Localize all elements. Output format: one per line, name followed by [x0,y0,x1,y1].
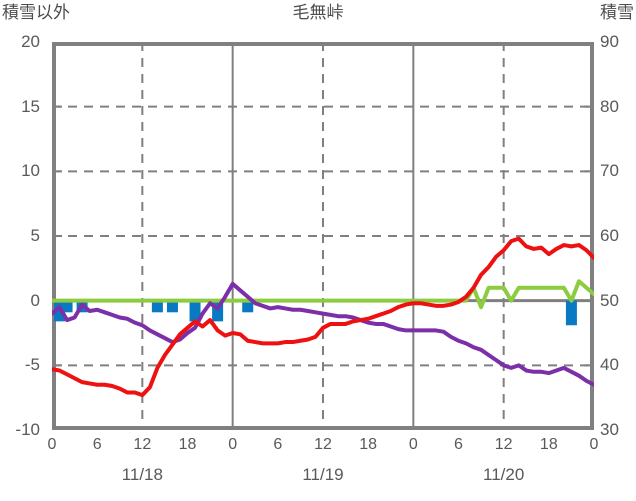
y-axis-left-tick-label: 15 [21,96,40,116]
y-axis-right-tick-label: 30 [600,420,619,439]
x-axis-day-label: 11/18 [121,465,163,484]
x-axis-day-label: 11/20 [483,465,525,484]
y-axis-right-tick-label: 90 [600,32,619,51]
x-axis-tick-label: 0 [228,436,238,453]
x-axis-tick-label: 6 [273,436,283,453]
x-axis-tick-label: 18 [178,436,197,453]
y-axis-left-tick-label: -10 [15,420,40,439]
x-axis-tick-label: 12 [314,436,332,453]
y-axis-right-tick-label: 80 [600,96,619,116]
x-axis-tick-label: 6 [454,436,463,453]
precipitation-bar [61,300,73,313]
x-axis-tick-label: 18 [359,436,378,453]
precipitation-bar [242,300,254,313]
y-axis-right-tick-label: 40 [600,355,619,375]
y-axis-right-tick-label: 60 [600,226,619,245]
x-axis-tick-label: 0 [589,436,599,453]
precipitation-bar [565,300,577,326]
x-axis-tick-label: 6 [92,436,102,453]
chart-title: 毛無峠 [292,3,344,22]
right-axis-title: 積雪 [600,3,634,22]
series-line-snow-depth [52,279,594,310]
y-axis-right-tick-label: 70 [600,161,619,181]
x-axis-tick-label: 0 [408,436,418,453]
left-axis-title: 積雪以外 [2,3,70,22]
x-axis-tick-label: 12 [133,436,152,453]
x-axis-tick-label: 0 [47,436,57,453]
y-axis-left-tick-label: -5 [24,355,40,375]
x-axis-tick-label: 18 [539,436,558,453]
y-axis-left-tick-label: 0 [30,290,40,310]
y-axis-left-tick-label: 10 [21,161,40,181]
precipitation-bar [189,300,201,322]
precipitation-bar [151,300,163,313]
precipitation-bar [166,300,178,313]
y-axis-left-tick-label: 20 [21,32,40,51]
series-line-temperature [52,236,594,398]
y-axis-right-tick-label: 50 [600,290,619,310]
series-line-dewpoint [52,281,594,387]
precipitation-bar [212,300,224,322]
x-axis-tick-label: 12 [494,436,513,453]
plot-canvas [52,42,594,430]
x-axis-day-label: 11/19 [302,465,344,484]
y-axis-left-tick-label: 5 [30,226,40,245]
